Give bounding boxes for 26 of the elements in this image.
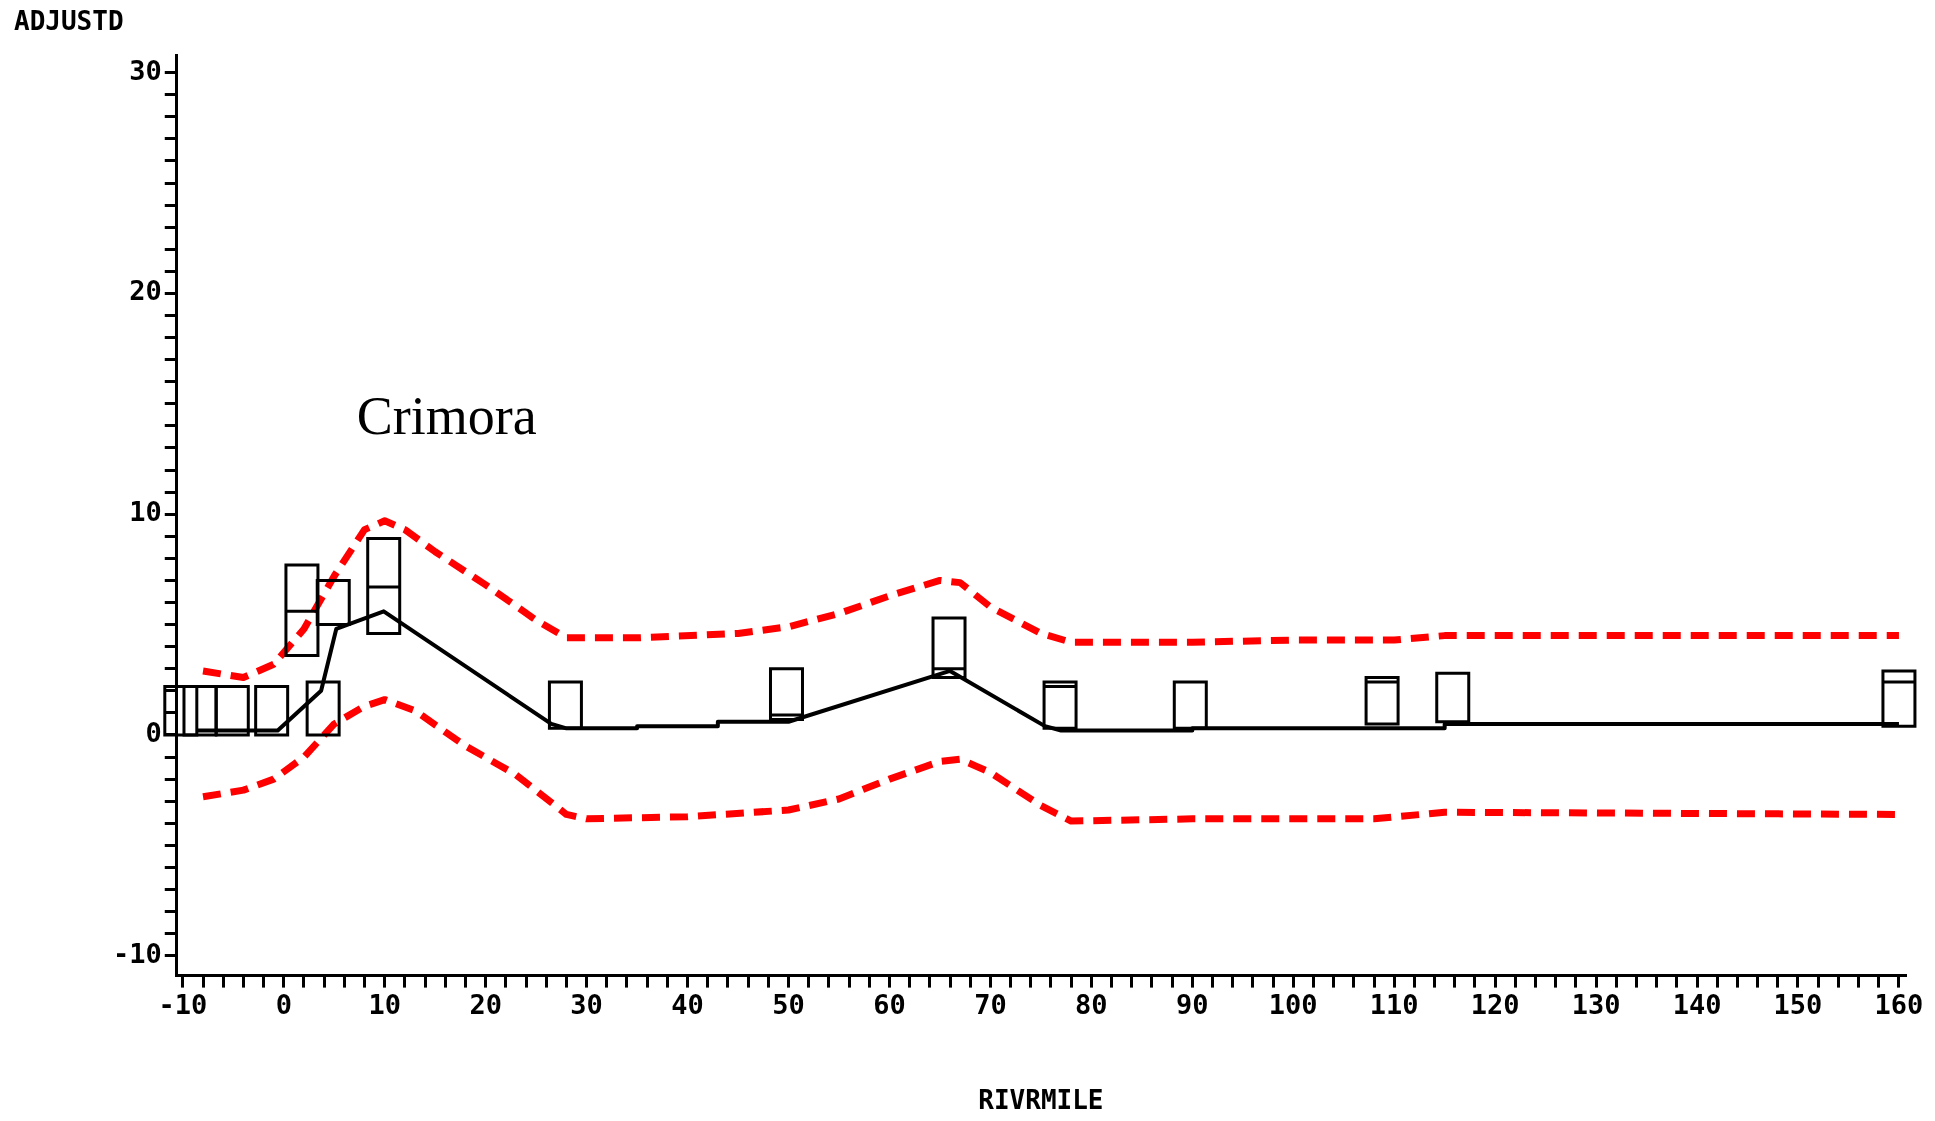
x-tick-label: 60 bbox=[873, 988, 906, 1020]
x-axis-title: RIVRMILE bbox=[978, 1084, 1104, 1115]
x-tick-label: 140 bbox=[1672, 988, 1722, 1020]
x-tick-label: -10 bbox=[158, 988, 208, 1020]
x-tick-label: 0 bbox=[275, 988, 292, 1020]
y-tick-label: 30 bbox=[129, 54, 162, 86]
x-tick-label: 50 bbox=[772, 988, 805, 1020]
x-tick-label: 100 bbox=[1268, 988, 1318, 1020]
x-tick-label: 80 bbox=[1075, 988, 1108, 1020]
y-axis-title: ADJUSTD bbox=[14, 5, 124, 36]
x-tick-label: 20 bbox=[469, 988, 502, 1020]
x-tick-label: 120 bbox=[1470, 988, 1520, 1020]
x-tick-label: 150 bbox=[1773, 988, 1823, 1020]
x-tick-label: 30 bbox=[570, 988, 603, 1020]
x-tick-label: 160 bbox=[1874, 988, 1924, 1020]
x-tick-label: 10 bbox=[368, 988, 401, 1020]
x-tick-label: 110 bbox=[1369, 988, 1419, 1020]
y-tick-label: 0 bbox=[145, 716, 162, 748]
y-tick-label: 10 bbox=[129, 496, 162, 528]
x-tick-label: 90 bbox=[1176, 988, 1209, 1020]
x-tick-label: 130 bbox=[1571, 988, 1621, 1020]
annotation: Crimora bbox=[356, 386, 537, 447]
x-tick-label: 70 bbox=[974, 988, 1007, 1020]
y-tick-label: 20 bbox=[129, 275, 162, 307]
y-tick-label: -10 bbox=[112, 937, 162, 969]
x-tick-label: 40 bbox=[671, 988, 704, 1020]
